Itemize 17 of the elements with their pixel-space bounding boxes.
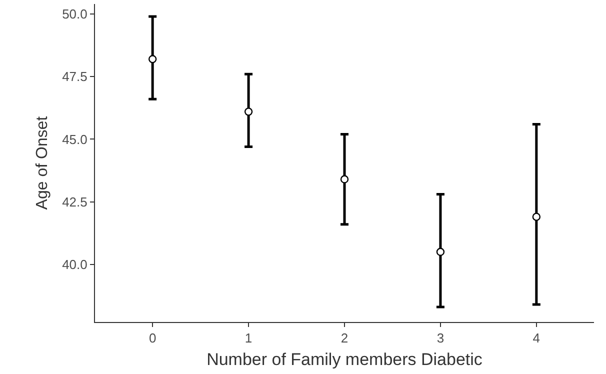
y-tick-label: 50.0 <box>62 6 88 22</box>
x-tick-label: 0 <box>148 330 156 346</box>
point <box>436 248 445 256</box>
point <box>532 212 541 221</box>
x-tick-label: 2 <box>340 330 348 346</box>
point <box>340 175 349 184</box>
y-tick-label: 40.0 <box>62 256 88 272</box>
x-tick-label: 4 <box>532 330 540 346</box>
x-tick-label: 3 <box>436 330 444 346</box>
point <box>148 54 157 64</box>
x-axis-title: Number of Family members Diabetic <box>206 350 483 369</box>
y-tick-label: 47.5 <box>62 69 88 84</box>
point <box>244 108 253 116</box>
y-axis-title: Age of Onset <box>34 116 51 210</box>
y-tick-label: 45.0 <box>62 132 88 147</box>
x-tick-label: 1 <box>244 330 252 346</box>
y-tick-label: 42.5 <box>62 194 88 210</box>
